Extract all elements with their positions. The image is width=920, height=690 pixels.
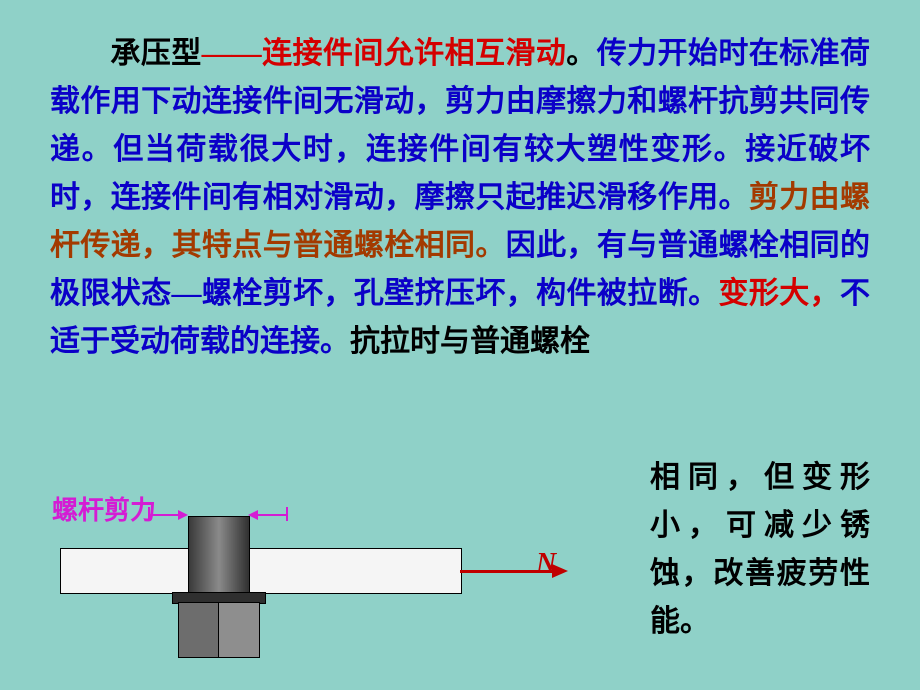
plate [60, 548, 462, 594]
shear-force-label: 螺杆剪力 [52, 490, 156, 527]
nut-right [218, 602, 260, 658]
bolt-shaft [188, 516, 250, 596]
text-seg-8: 抗拉时与普通螺栓 [350, 325, 590, 358]
text-seg-6: 变形大， [718, 277, 840, 310]
right-column-text: 相同，但变形小，可减少锈蚀，改善疲劳性能。 [650, 454, 870, 646]
shear-arrow-left-line [148, 514, 178, 516]
shear-arrow-right-line [258, 514, 288, 516]
text-seg-2: 。 [566, 37, 596, 70]
nut-left [178, 602, 220, 658]
shear-arrow-right-head-icon [248, 510, 258, 520]
body-text: 承压型——连接件间允许相互滑动。传力开始时在标准荷载作用下动连接件间无滑动，剪力… [50, 30, 870, 366]
bolt-diagram [60, 528, 530, 678]
shear-arrow-left-head-icon [178, 510, 188, 520]
text-seg-1: ——连接件间允许相互滑动 [202, 37, 567, 70]
text-seg-0: 承压型 [110, 37, 202, 70]
slide: 承压型——连接件间允许相互滑动。传力开始时在标准荷载作用下动连接件间无滑动，剪力… [0, 0, 920, 690]
force-arrow-line [460, 570, 552, 573]
force-arrow-head-icon [552, 564, 568, 578]
